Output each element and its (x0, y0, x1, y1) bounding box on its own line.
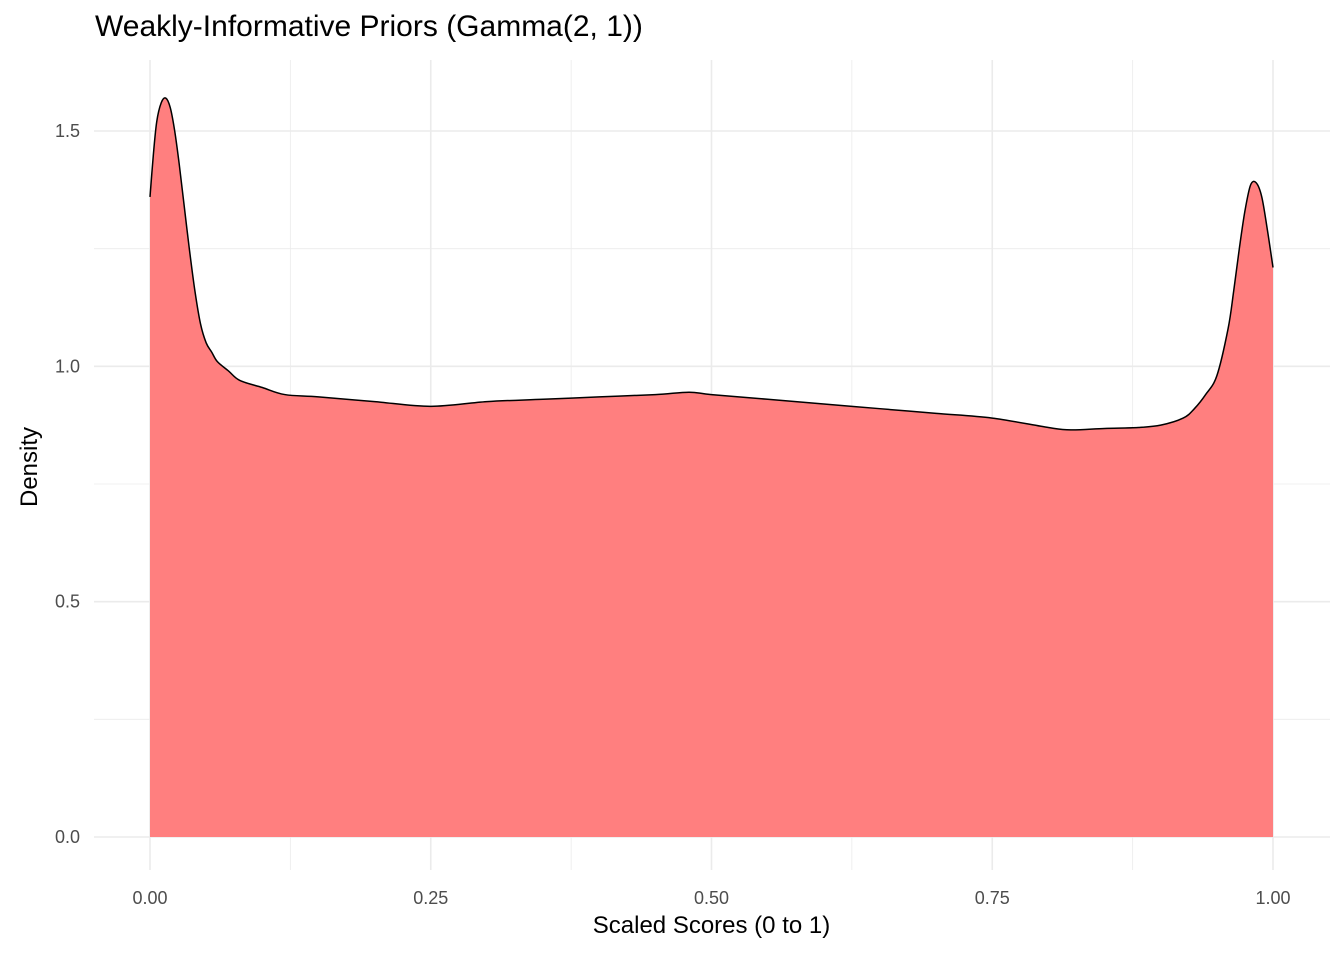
density-curve (149, 97, 1274, 431)
x-tick-label: 1.00 (1255, 888, 1290, 908)
density-area (150, 97, 1273, 837)
y-axis-title: Density (16, 426, 43, 508)
y-tick-label: 0.5 (55, 592, 80, 612)
y-tick-label: 1.5 (55, 121, 80, 141)
x-tick-label: 0.25 (413, 888, 448, 908)
axis-tick-labels: 0.00 0.25 0.50 0.75 1.00 0.0 0.5 1.0 1.5 (55, 121, 1291, 908)
x-axis-title: Scaled Scores (0 to 1) (592, 912, 831, 939)
x-tick-label: 0.50 (694, 888, 729, 908)
x-tick-label: 0.75 (975, 888, 1010, 908)
y-tick-label: 0.0 (55, 827, 80, 847)
y-tick-label: 1.0 (55, 356, 80, 376)
chart-title: Weakly-Informative Priors (Gamma(2, 1)) (95, 10, 643, 43)
x-tick-label: 0.00 (132, 888, 167, 908)
